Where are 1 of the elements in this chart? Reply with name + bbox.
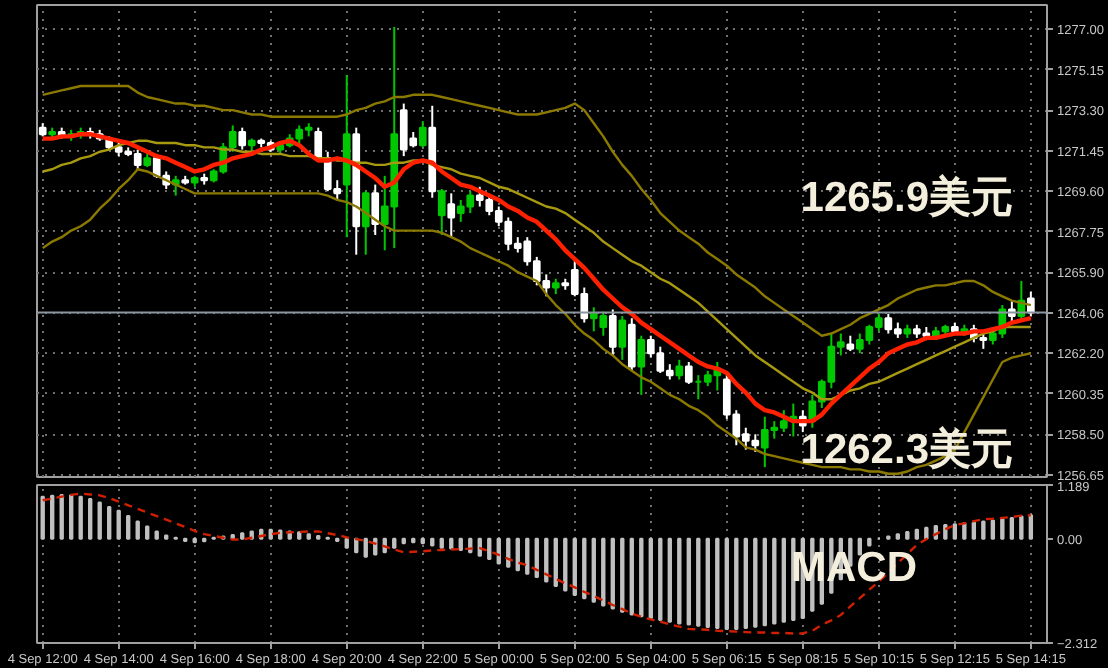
annotation: 1265.9美元 bbox=[800, 173, 1014, 221]
